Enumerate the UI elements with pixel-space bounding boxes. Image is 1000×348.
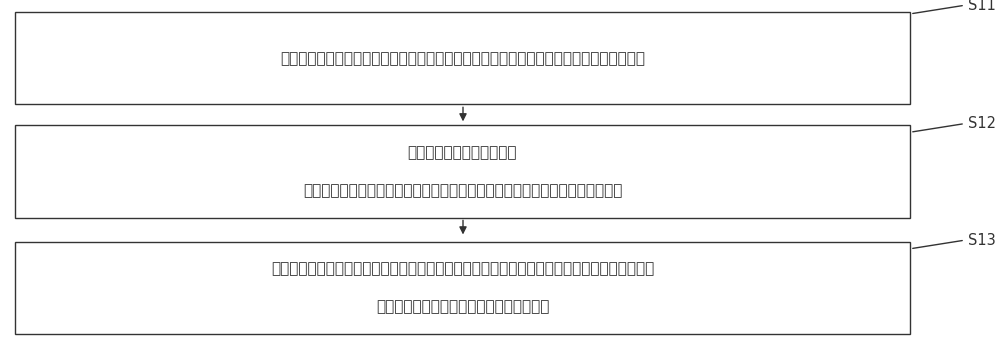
Text: S12: S12 [968, 116, 996, 131]
Bar [15, 125, 910, 218]
Text: 建立电池的热电耦合的分极: 建立电池的热电耦合的分极 [408, 145, 517, 160]
Bar [15, 242, 910, 334]
Text: 利用所述标称容量、电压特性和温度特性参数对所述正极参数、负极参数和热参数进行参数标定: 利用所述标称容量、电压特性和温度特性参数对所述正极参数、负极参数和热参数进行参数… [271, 261, 654, 276]
Bar [15, 12, 910, 104]
Text: S11: S11 [968, 0, 996, 13]
Text: ，获得热电耦合的温度和负极电位估计模型: ，获得热电耦合的温度和负极电位估计模型 [376, 300, 549, 315]
Text: 对带参比电极的三电极电池进行性能测试，获取电池的标称容量、电压特性和温度特性参数: 对带参比电极的三电极电池进行性能测试，获取电池的标称容量、电压特性和温度特性参数 [280, 51, 645, 66]
Text: 等效模型，包括正极参数、负极参数和热参数，用于反映电池的电特性和热特性: 等效模型，包括正极参数、负极参数和热参数，用于反映电池的电特性和热特性 [303, 183, 622, 198]
Text: S13: S13 [968, 232, 996, 248]
